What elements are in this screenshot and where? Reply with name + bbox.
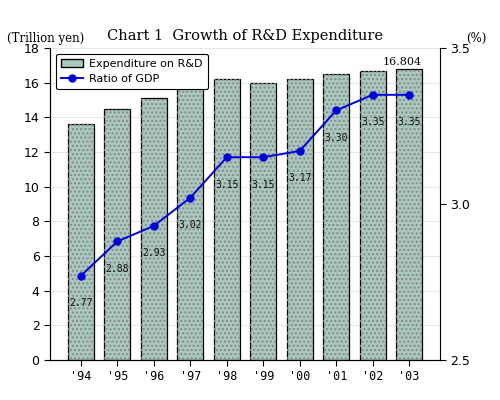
- Bar: [360, 70, 386, 360]
- Bar: [250, 83, 276, 360]
- Bar: [286, 79, 313, 360]
- Bar: [177, 86, 204, 360]
- Bar: [104, 109, 130, 360]
- Text: 2.77: 2.77: [69, 298, 92, 308]
- Bar: [323, 74, 349, 360]
- Bar: [68, 124, 94, 360]
- Text: (Trillion yen): (Trillion yen): [7, 32, 84, 45]
- Text: 3.35: 3.35: [361, 117, 384, 127]
- Bar: [214, 79, 240, 360]
- Text: 3.17: 3.17: [288, 174, 312, 184]
- Text: 2.88: 2.88: [106, 264, 129, 274]
- Bar: [360, 70, 386, 360]
- Bar: [396, 69, 422, 360]
- Bar: [140, 98, 167, 360]
- Text: 3.35: 3.35: [398, 117, 421, 127]
- Bar: [214, 79, 240, 360]
- Text: 3.02: 3.02: [178, 220, 202, 230]
- Text: 2.93: 2.93: [142, 248, 166, 258]
- Bar: [68, 124, 94, 360]
- Text: 16.804: 16.804: [383, 57, 422, 67]
- Bar: [396, 69, 422, 360]
- Bar: [286, 79, 313, 360]
- Bar: [323, 74, 349, 360]
- Text: (%): (%): [466, 32, 487, 45]
- Bar: [250, 83, 276, 360]
- Legend: Expenditure on R&D, Ratio of GDP: Expenditure on R&D, Ratio of GDP: [56, 54, 208, 89]
- Title: Chart 1  Growth of R&D Expenditure: Chart 1 Growth of R&D Expenditure: [107, 29, 383, 43]
- Text: 3.30: 3.30: [324, 133, 348, 143]
- Text: 3.15: 3.15: [252, 180, 275, 190]
- Bar: [140, 98, 167, 360]
- Bar: [104, 109, 130, 360]
- Bar: [177, 86, 204, 360]
- Text: 3.15: 3.15: [215, 180, 238, 190]
